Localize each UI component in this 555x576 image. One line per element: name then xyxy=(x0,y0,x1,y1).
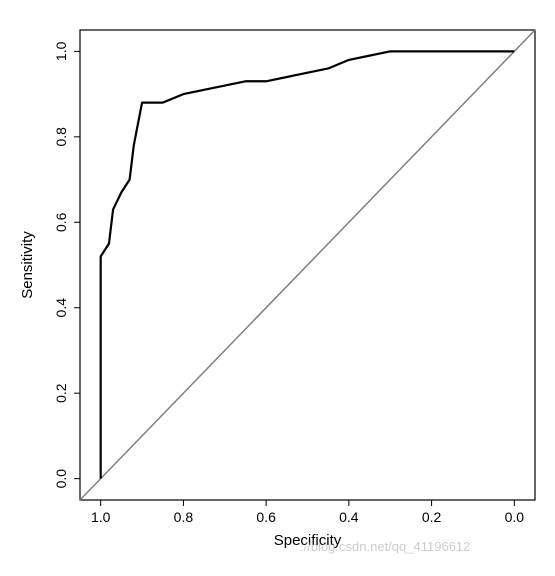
y-tick-label: 0.0 xyxy=(53,469,69,489)
chart-svg: 1.0 0.8 0.6 0.4 0.2 0.0 0.0 0.2 0.4 0.6 0.8 1.0 Spec… xyxy=(0,0,555,576)
y-tick-label: 1.0 xyxy=(53,41,69,61)
x-tick-label: 0.0 xyxy=(505,509,525,525)
y-tick-label: 0.8 xyxy=(53,127,69,147)
y-tick-label: 0.4 xyxy=(53,298,69,318)
y-tick-label: 0.6 xyxy=(53,212,69,232)
x-tick-label: 0.4 xyxy=(339,509,359,525)
x-tick-label: 0.2 xyxy=(422,509,442,525)
x-tick-label: 0.6 xyxy=(256,509,276,525)
x-tick-label: 1.0 xyxy=(91,509,111,525)
y-tick-label: 0.2 xyxy=(53,383,69,403)
chart-bg xyxy=(0,0,555,576)
roc-chart: 1.0 0.8 0.6 0.4 0.2 0.0 0.0 0.2 0.4 0.6 0.8 1.0 Spec… xyxy=(0,0,555,576)
x-axis-label: Specificity xyxy=(274,532,342,549)
x-tick-label: 0.8 xyxy=(174,509,194,525)
y-axis-label: Sensitivity xyxy=(19,231,36,299)
